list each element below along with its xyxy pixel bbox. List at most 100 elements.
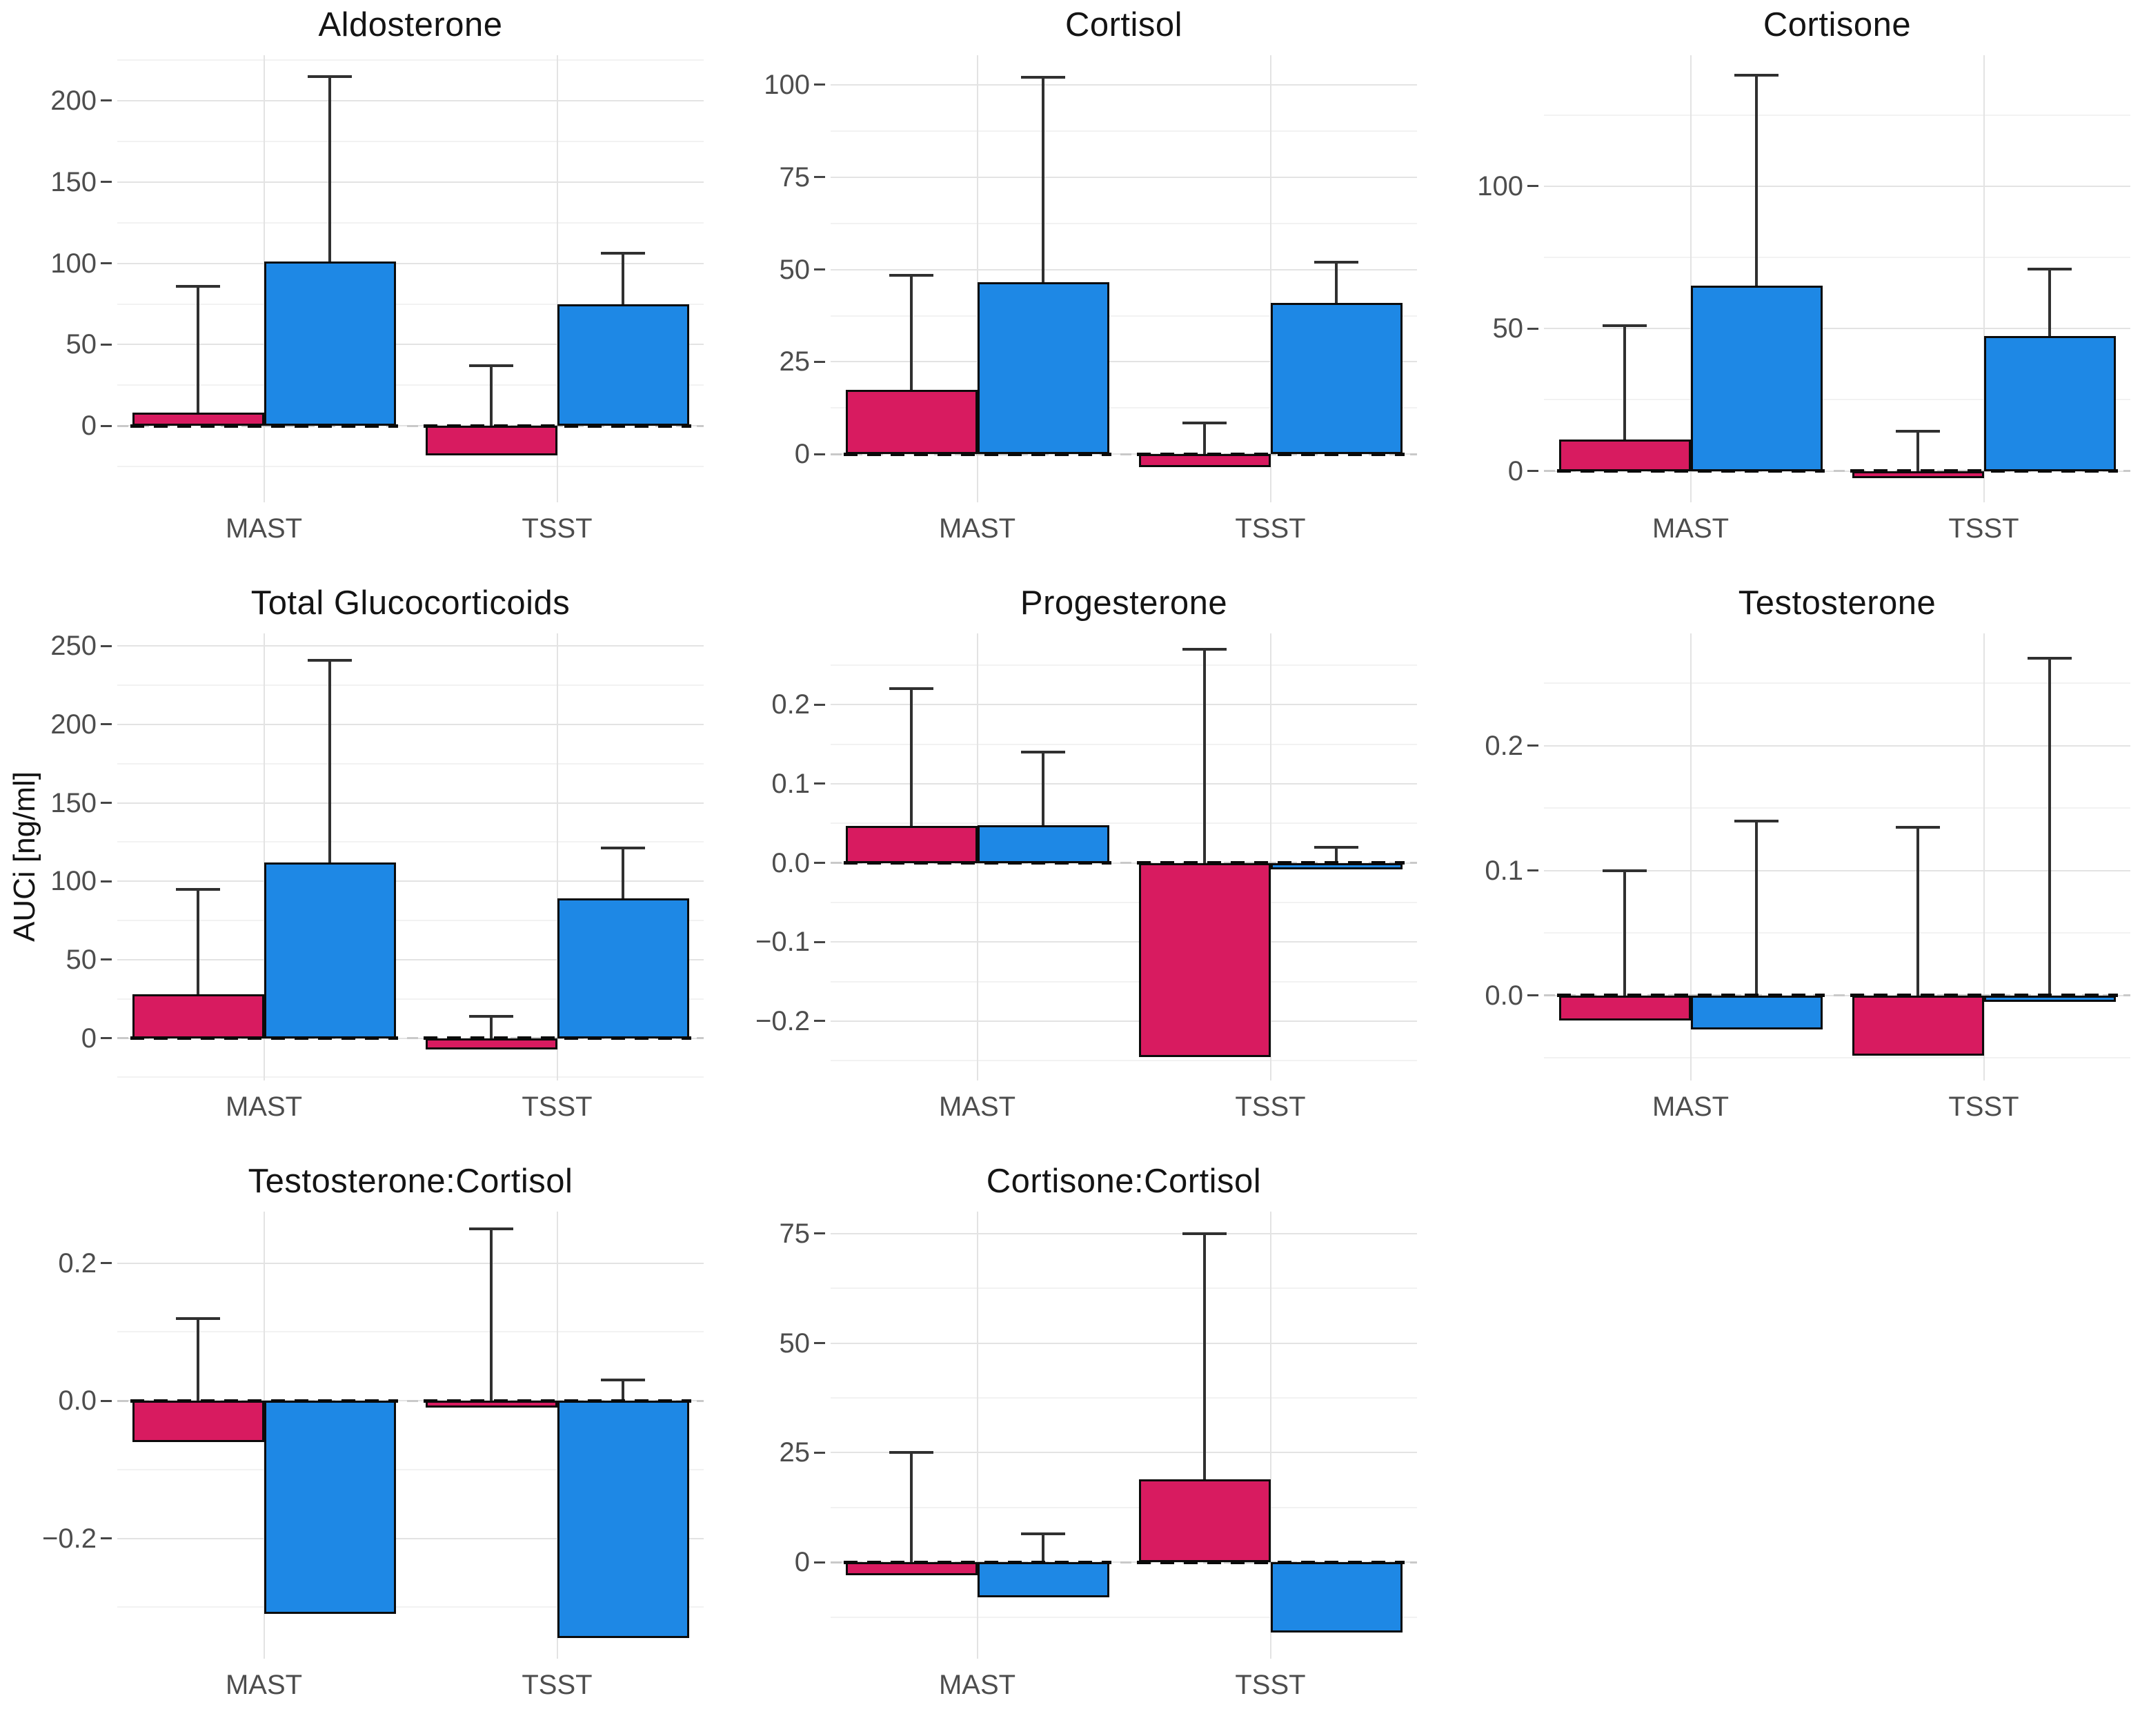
gridline-major: [831, 941, 1417, 943]
zero-line-black: [843, 861, 1111, 865]
y-tick-label: 0: [794, 1547, 810, 1578]
gridline-minor: [117, 684, 704, 687]
gridline-minor: [1544, 257, 2130, 259]
error-bar-cap: [2028, 657, 2072, 660]
error-bar-line: [910, 275, 913, 390]
zero-line-gray: [117, 1399, 704, 1402]
error-bar-cap: [2028, 267, 2072, 270]
panel-title: Cortisol: [1064, 6, 1183, 43]
panel-testosterone-cortisol: Testosterone:Cortisol 0.2 0.0 −0.2 MAST TSST: [0, 1156, 713, 1735]
y-tick-label: 0.0: [1485, 980, 1523, 1011]
zero-line-black: [1136, 1560, 1405, 1564]
y-tick-mark: [101, 262, 112, 265]
gridline-minor: [117, 920, 704, 922]
error-bar-cap: [469, 1014, 513, 1018]
y-tick-mark: [101, 958, 112, 961]
y-tick-mark: [814, 453, 825, 455]
error-bar-cap: [1182, 1232, 1227, 1235]
gridline-major: [117, 181, 704, 183]
x-gridline: [263, 633, 265, 1081]
panel-progesterone: Progesterone 0.2 0.1 0.0 −0.1 −0.2 MAST TSST: [713, 578, 1427, 1156]
error-bar-cap: [1021, 76, 1065, 79]
bar-blue-tsst: [557, 1401, 689, 1639]
gridline-major: [831, 1342, 1417, 1344]
gridline-minor: [1544, 399, 2130, 401]
x-category-label: TSST: [522, 513, 593, 544]
zero-line-black: [1850, 994, 2118, 998]
y-tick-label: 0.1: [1485, 855, 1523, 886]
gridline-minor: [831, 315, 1417, 317]
panel-title: Aldosterone: [318, 6, 503, 43]
y-tick-label: 50: [779, 254, 811, 285]
gridline-minor: [117, 466, 704, 468]
y-tick-label: 25: [779, 346, 811, 377]
y-tick-mark: [814, 703, 825, 706]
zero-line-black: [1136, 452, 1405, 456]
gridline-major: [831, 361, 1417, 363]
bar-pink-mast: [1558, 440, 1691, 471]
x-gridline: [556, 55, 558, 502]
gridline-major: [831, 1232, 1417, 1234]
error-bar-cap: [889, 1451, 933, 1454]
bar-pink-tsst: [1852, 995, 1984, 1056]
zero-line-black: [423, 1399, 691, 1403]
error-bar-line: [1335, 847, 1338, 869]
error-bar-cap: [176, 887, 220, 891]
y-tick-mark: [814, 1232, 825, 1235]
y-tick-label: 75: [779, 1218, 811, 1249]
bar-pink-mast: [132, 1401, 264, 1442]
error-bar-line: [490, 1016, 493, 1049]
zero-line-black: [130, 424, 398, 428]
y-tick-label: 0.0: [771, 847, 810, 878]
gridline-minor: [1544, 114, 2130, 116]
x-category-label: MAST: [938, 1092, 1016, 1122]
y-tick-label: 50: [779, 1328, 811, 1359]
gridline-minor: [117, 303, 704, 305]
y-tick-mark: [101, 880, 112, 882]
y-tick-mark: [814, 360, 825, 363]
y-tick-label: 0: [794, 439, 810, 470]
gridline-major: [831, 83, 1417, 86]
error-bar-cap: [1603, 869, 1647, 872]
y-tick-mark: [101, 1262, 112, 1265]
error-bar-line: [1042, 77, 1044, 283]
y-tick-mark: [814, 1561, 825, 1564]
gridline-major: [117, 99, 704, 101]
gridline-major: [831, 176, 1417, 178]
bar-blue-mast: [264, 862, 396, 1038]
gridline-minor: [831, 664, 1417, 666]
gridline-minor: [1544, 932, 2130, 934]
error-bar-line: [490, 366, 493, 455]
y-tick-mark: [1527, 185, 1538, 188]
error-bar-line: [1203, 422, 1206, 468]
panel-title: Testosterone:Cortisol: [248, 1163, 573, 1200]
y-tick-mark: [1527, 744, 1538, 747]
y-tick-mark: [814, 268, 825, 271]
error-bar-cap: [1734, 819, 1779, 822]
bar-blue-tsst: [1983, 335, 2116, 471]
error-bar-cap: [1314, 845, 1358, 849]
gridline-minor: [117, 762, 704, 765]
error-bar-line: [197, 1318, 199, 1442]
gridline-minor: [831, 1397, 1417, 1399]
gridline-major: [117, 645, 704, 647]
y-tick-label: 100: [1477, 170, 1523, 201]
zero-line-gray: [831, 1561, 1417, 1564]
plot-area: [117, 55, 704, 502]
error-bar-line: [197, 889, 199, 994]
gridline-minor: [831, 1288, 1417, 1290]
gridline-minor: [831, 222, 1417, 224]
panel-title: Cortisone:Cortisol: [986, 1163, 1262, 1200]
x-gridline: [556, 633, 558, 1081]
gridline-minor: [117, 1606, 704, 1608]
y-tick-label: 0: [1507, 455, 1523, 486]
panel-title: Cortisone: [1763, 6, 1912, 43]
gridline-major: [1544, 328, 2130, 330]
bar-blue-tsst: [557, 304, 689, 426]
x-category-label: TSST: [1235, 1092, 1306, 1122]
x-category-label: MAST: [225, 1092, 303, 1122]
zero-line-gray: [117, 424, 704, 427]
gridline-major: [117, 802, 704, 804]
gridline-minor: [831, 130, 1417, 132]
